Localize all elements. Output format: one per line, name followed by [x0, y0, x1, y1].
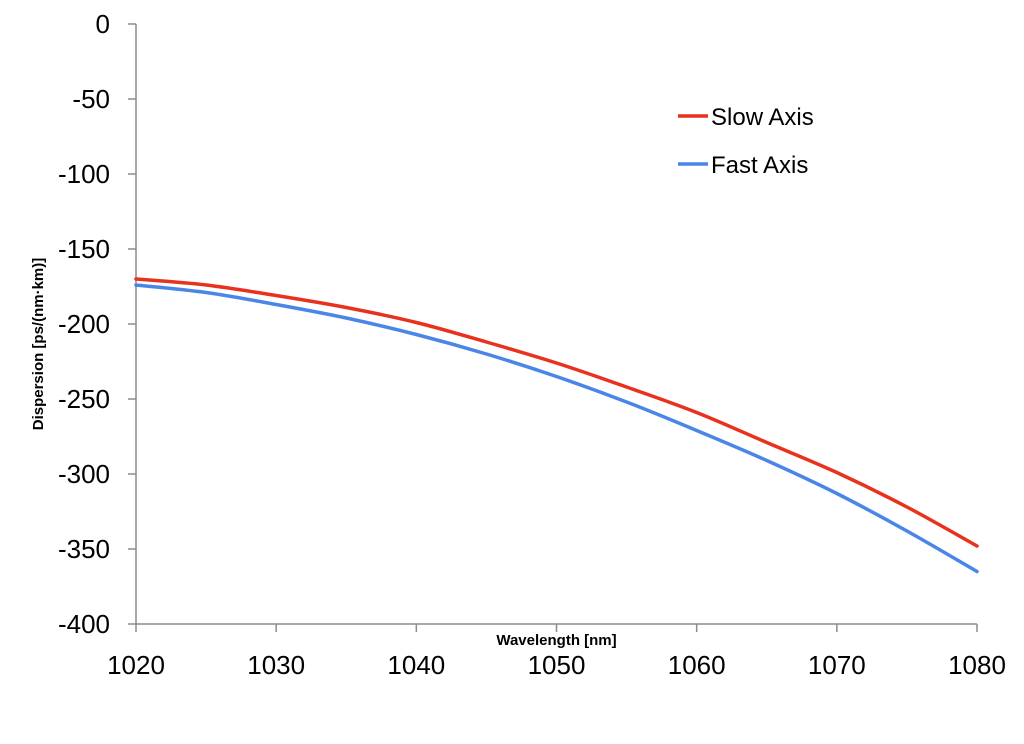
x-tick-label: 1050 [528, 650, 586, 680]
x-axis-title: Wavelength [nm] [496, 632, 616, 649]
y-tick-label: -400 [58, 609, 110, 639]
y-tick-label: -150 [58, 234, 110, 264]
y-tick-label: -100 [58, 159, 110, 189]
x-tick-label: 1060 [668, 650, 726, 680]
series-line-fast-axis [134, 283, 979, 574]
series-line-slow-axis [134, 277, 979, 548]
y-tick-label: -50 [72, 84, 110, 114]
x-tick-label: 1080 [948, 650, 1006, 680]
y-tick-label: -350 [58, 534, 110, 564]
x-tick-label: 1020 [107, 650, 165, 680]
x-tick-label: 1070 [808, 650, 866, 680]
y-tick-label: -250 [58, 384, 110, 414]
legend-label-fast-axis: Fast Axis [711, 152, 808, 179]
y-axis: 0 -50 -100 -150 -200 -250 -300 -350 -400 [58, 9, 137, 639]
legend: Slow Axis Fast Axis [678, 104, 814, 179]
x-tick-label: 1040 [387, 650, 445, 680]
series-lines [134, 277, 979, 574]
y-axis-title: Dispersion [ps/(nm·km)] [30, 258, 47, 431]
legend-label-slow-axis: Slow Axis [711, 104, 814, 131]
x-axis: 1020 1030 1040 1050 1060 1070 1080 [107, 623, 1006, 680]
x-tick-label: 1030 [247, 650, 305, 680]
y-tick-label: 0 [96, 9, 110, 39]
y-tick-label: -200 [58, 309, 110, 339]
y-tick-label: -300 [58, 459, 110, 489]
